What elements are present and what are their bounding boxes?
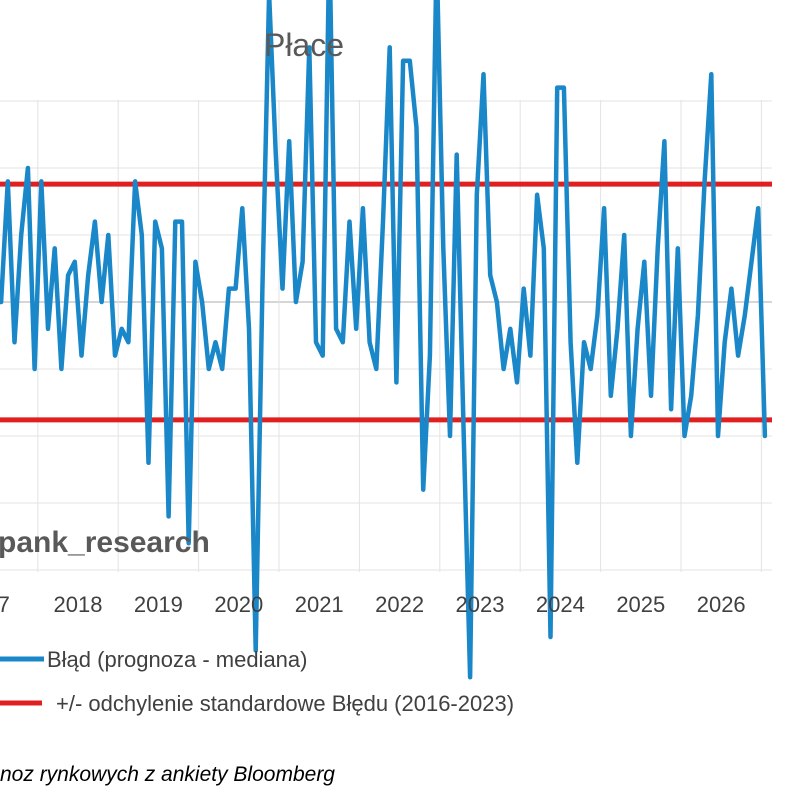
- legend-label-error: Błąd (prognoza - mediana): [47, 647, 307, 672]
- x-axis-ticks: 17 2018 2019 2020 2021 2022 2023 2024 2025 2026: [0, 592, 746, 617]
- x-tick-label: 2024: [536, 592, 585, 617]
- x-tick-label: 2020: [214, 592, 263, 617]
- x-tick-label: 2023: [456, 592, 505, 617]
- x-tick-label: 2026: [697, 592, 746, 617]
- watermark-text: pank_research: [0, 526, 210, 559]
- x-tick-label: 2022: [375, 592, 424, 617]
- source-note: noz rynkowych z ankiety Bloomberg: [0, 763, 335, 786]
- x-tick-label: 2019: [134, 592, 183, 617]
- x-tick-label: 17: [0, 592, 10, 617]
- legend: Błąd (prognoza - mediana) +/- odchylenie…: [0, 647, 514, 716]
- chart-title: Płace: [264, 27, 344, 63]
- x-tick-label: 2025: [616, 592, 665, 617]
- error-series-line: [0, 0, 768, 680]
- legend-label-band: +/- odchylenie standardowe Błędu (2016-2…: [56, 691, 514, 716]
- x-tick-label: 2018: [54, 592, 103, 617]
- error-series: [0, 0, 768, 680]
- x-tick-label: 2021: [295, 592, 344, 617]
